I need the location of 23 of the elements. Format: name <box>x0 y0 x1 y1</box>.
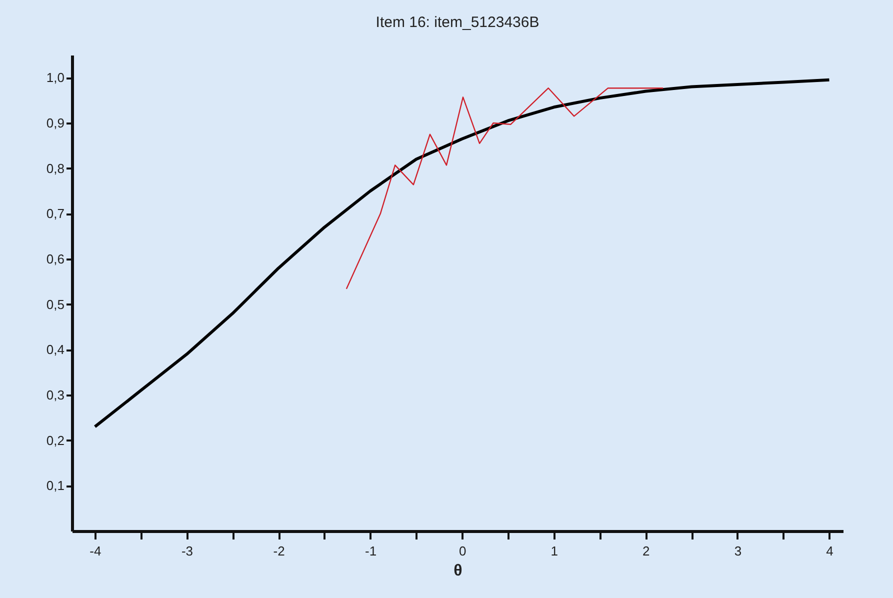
y-tick-label: 0,8 <box>46 160 64 176</box>
line-series <box>93 78 831 428</box>
y-tick-label: 0,9 <box>46 116 64 130</box>
x-tick-label: -3 <box>181 544 194 558</box>
x-tick-label: 4 <box>826 544 834 558</box>
x-axis-title: θ <box>454 562 462 580</box>
x-tick-label: -1 <box>365 544 377 558</box>
x-tick-label: 1 <box>550 544 558 558</box>
y-tick-label: 0,6 <box>46 252 64 266</box>
y-tick-label: 1,0 <box>46 70 64 86</box>
x-tick-label: 0 <box>458 544 466 558</box>
chart-title: Item 16: item_5123436B <box>376 14 540 31</box>
y-tick-label: 0,7 <box>46 206 64 222</box>
x-tick-label: 3 <box>734 544 742 558</box>
line-series <box>346 87 664 290</box>
x-tick-label: -2 <box>273 544 285 558</box>
y-tick-label: 0,1 <box>46 478 64 494</box>
x-tick-label: -4 <box>90 544 102 558</box>
y-tick-label: 0,5 <box>46 296 64 312</box>
y-tick-label: 0,4 <box>46 342 64 358</box>
y-tick-label: 0,3 <box>46 388 64 402</box>
x-tick-label: 2 <box>642 544 650 558</box>
y-tick-label: 0,2 <box>46 432 64 448</box>
